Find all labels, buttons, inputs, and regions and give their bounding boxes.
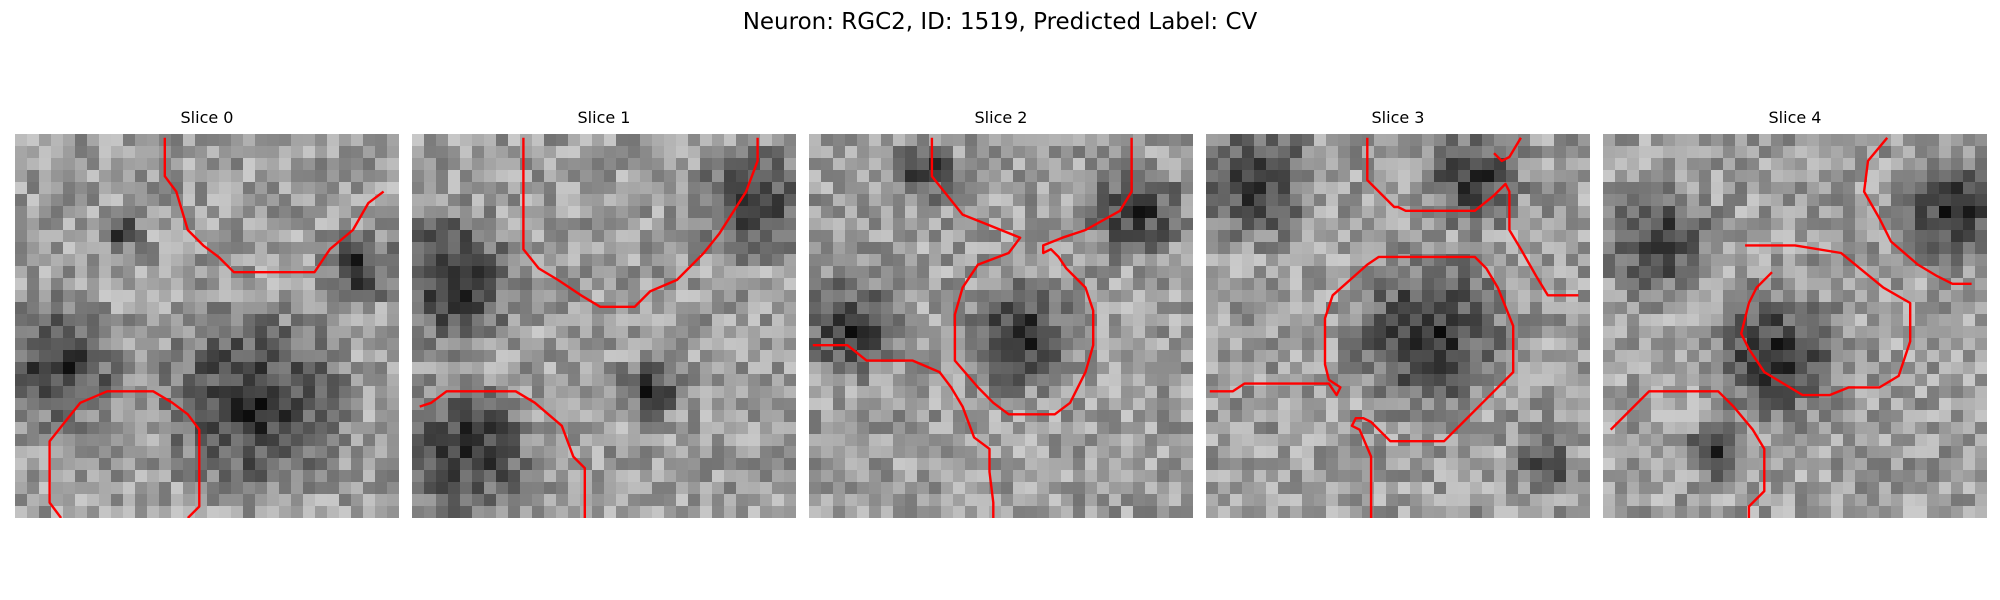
contour-line [522,137,759,309]
slice-image-3 [1206,134,1590,518]
slice-panel-2: Slice 2 [809,108,1193,518]
slice-image-4 [1603,134,1987,518]
contour-line [1366,137,1579,297]
slice-image-0 [15,134,399,518]
pixel-grid [1206,134,1590,518]
contour-line [812,343,995,518]
contour-line [1209,255,1515,518]
pixel-grid [15,134,399,518]
contour-line [419,390,587,518]
slice-title-4: Slice 4 [1768,108,1822,127]
slice-image-2 [809,134,1193,518]
contour-line [1609,390,1766,518]
slice-title-0: Slice 0 [180,108,234,127]
pixel-grid [809,134,1193,518]
slice-panel-3: Slice 3 [1206,108,1590,518]
slice-title-3: Slice 3 [1371,108,1425,127]
slice-panel-1: Slice 1 [412,108,796,518]
contour-line [163,137,385,274]
slice-title-2: Slice 2 [974,108,1028,127]
contour-line [48,390,201,518]
contour-line [1739,244,1912,397]
slice-panel-4: Slice 4 [1603,108,1987,518]
figure-title: Neuron: RGC2, ID: 1519, Predicted Label:… [742,9,1258,35]
slice-title-1: Slice 1 [577,108,631,127]
pixel-grid [412,134,796,518]
contour-line [930,137,1133,416]
slice-image-1 [412,134,796,518]
contour-line [1493,137,1522,163]
slice-panel-0: Slice 0 [15,108,399,518]
pixel-grid [1603,134,1987,518]
contour-line [1862,137,1972,286]
